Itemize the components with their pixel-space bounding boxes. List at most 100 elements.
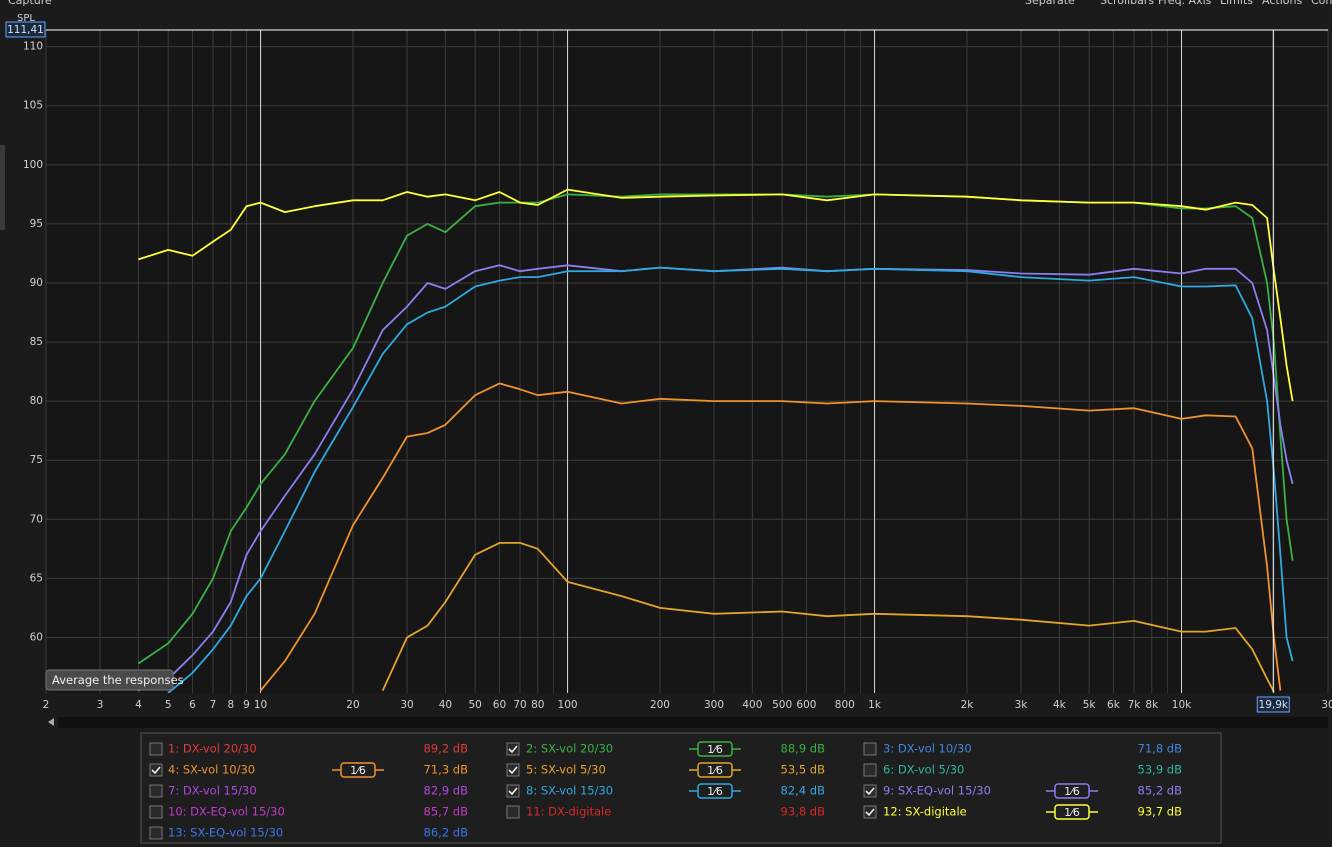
- checkbox[interactable]: [149, 742, 163, 756]
- scroll-left[interactable]: [48, 718, 54, 726]
- response-level: 71,3 dB: [424, 763, 469, 777]
- x-tick-label: 40: [439, 699, 452, 711]
- x-tick-label: 4: [135, 699, 142, 711]
- smoothing-badge[interactable]: [1054, 804, 1090, 820]
- smoothing-badge[interactable]: [697, 741, 733, 757]
- menu-item[interactable]: Freq. Axis: [1158, 0, 1212, 7]
- x-tick-label: 6k: [1107, 699, 1121, 711]
- menu-item[interactable]: Separate: [1025, 0, 1075, 7]
- y-axis-name: SPL: [17, 13, 35, 24]
- checkbox[interactable]: [863, 742, 877, 756]
- checkmark: [508, 766, 518, 775]
- response-label[interactable]: 11: DX-digitale: [526, 805, 611, 819]
- smoothing-badge[interactable]: [697, 783, 733, 799]
- smoothing-badge[interactable]: [1054, 783, 1090, 799]
- response-label[interactable]: 5: SX-vol 5/30: [526, 763, 606, 777]
- checkmark: [865, 787, 875, 796]
- smoothing-badge[interactable]: [340, 762, 376, 778]
- response-curve: [259, 382, 1282, 692]
- checkbox[interactable]: [149, 826, 163, 840]
- y-tick-label: 80: [30, 395, 43, 407]
- checkbox[interactable]: [506, 784, 520, 798]
- response-level: 93,7 dB: [1138, 805, 1183, 819]
- checkmark: [508, 787, 518, 796]
- x-tick-label: 1k: [868, 699, 882, 711]
- x-tick-label: 30: [400, 699, 413, 711]
- menu-item[interactable]: Limits: [1220, 0, 1253, 7]
- checkbox[interactable]: [506, 763, 520, 777]
- y-tick-label: 100: [23, 159, 43, 171]
- checkbox[interactable]: [149, 784, 163, 798]
- checkbox[interactable]: [863, 784, 877, 798]
- response-level: 93,8 dB: [781, 805, 826, 819]
- legend: 1: DX-vol 20/30 89,2 dB 2: SX-vol 20/30 1⁄6…: [149, 741, 1183, 840]
- scrollbar[interactable]: [58, 717, 1328, 728]
- smoothing-label: 1⁄6: [1064, 806, 1080, 819]
- checkmark: [508, 745, 518, 754]
- response-curve: [167, 266, 1294, 693]
- x-tick-label: 100: [558, 699, 578, 711]
- smoothing-label: 1⁄6: [707, 764, 723, 777]
- smoothing-label: 1⁄6: [707, 743, 723, 756]
- curves: [137, 188, 1294, 693]
- menu-item[interactable]: Capture: [8, 0, 52, 7]
- x-tick-label: 20: [346, 699, 359, 711]
- smoothing-badge[interactable]: [697, 762, 733, 778]
- response-label[interactable]: 7: DX-vol 15/30: [168, 784, 257, 798]
- response-level: 85,7 dB: [424, 805, 469, 819]
- x-tick-label: 300: [704, 699, 724, 711]
- checkbox[interactable]: [506, 805, 520, 819]
- x-tick-label: 60: [493, 699, 506, 711]
- response-label[interactable]: 12: SX-digitale: [883, 805, 967, 819]
- response-label[interactable]: 13: SX-EQ-vol 15/30: [168, 826, 283, 840]
- cursor-x-box: [1256, 696, 1290, 713]
- smoothing-label: 1⁄6: [707, 785, 723, 798]
- x-tick-label: 800: [835, 699, 855, 711]
- menu-item[interactable]: Actions: [1262, 0, 1302, 7]
- plot-area: [46, 30, 1328, 693]
- response-label[interactable]: 3: DX-vol 10/30: [883, 742, 972, 756]
- x-tick-label: 5k: [1083, 699, 1097, 711]
- axis-labels: 60 65 70 75 80 85 90 95 100 105 110 2 3 4 5 6 7 8 9 10 20 30 4…: [23, 41, 1332, 711]
- checkbox[interactable]: [149, 805, 163, 819]
- menu-item[interactable]: Con: [1311, 0, 1332, 7]
- response-level: 86,2 dB: [424, 826, 469, 840]
- checkbox[interactable]: [863, 805, 877, 819]
- x-tick-label: 8k: [1145, 699, 1159, 711]
- checkmark: [865, 808, 875, 817]
- cursor-y-box: [5, 21, 46, 38]
- cursor-y-label: 111,41: [7, 24, 44, 36]
- x-tick-label: 8: [227, 699, 234, 711]
- response-curve: [138, 264, 1294, 692]
- legend-panel: [140, 732, 1222, 844]
- response-level: 85,2 dB: [1138, 784, 1183, 798]
- response-label[interactable]: 9: SX-EQ-vol 15/30: [883, 784, 991, 798]
- response-label[interactable]: 4: SX-vol 10/30: [168, 763, 255, 777]
- x-tick-label: 500: [772, 699, 792, 711]
- response-level: 89,2 dB: [424, 742, 469, 756]
- response-label[interactable]: 10: DX-EQ-vol 15/30: [168, 805, 285, 819]
- response-level: 71,8 dB: [1138, 742, 1183, 756]
- x-tick-label: 10: [254, 699, 267, 711]
- grid: [45, 30, 1329, 693]
- x-tick-label: 7: [210, 699, 217, 711]
- x-tick-label: 3: [97, 699, 104, 711]
- smoothing-label: 1⁄6: [350, 764, 366, 777]
- cursor-x-label: 19,9k: [1259, 699, 1289, 711]
- checkbox[interactable]: [863, 763, 877, 777]
- response-label[interactable]: 6: DX-vol 5/30: [883, 763, 964, 777]
- checkbox[interactable]: [149, 763, 163, 777]
- response-label[interactable]: 8: SX-vol 15/30: [526, 784, 613, 798]
- response-label[interactable]: 2: SX-vol 20/30: [526, 742, 613, 756]
- x-tick-label: 50: [468, 699, 481, 711]
- y-tick-label: 110: [23, 41, 43, 53]
- x-tick-label: 2k: [961, 699, 975, 711]
- x-tick-label: 70: [513, 699, 526, 711]
- side-handle: [0, 145, 5, 230]
- x-tick-label: 200: [650, 699, 670, 711]
- checkbox[interactable]: [506, 742, 520, 756]
- menu-item[interactable]: Scrollbars: [1100, 0, 1154, 7]
- response-label[interactable]: 1: DX-vol 20/30: [168, 742, 257, 756]
